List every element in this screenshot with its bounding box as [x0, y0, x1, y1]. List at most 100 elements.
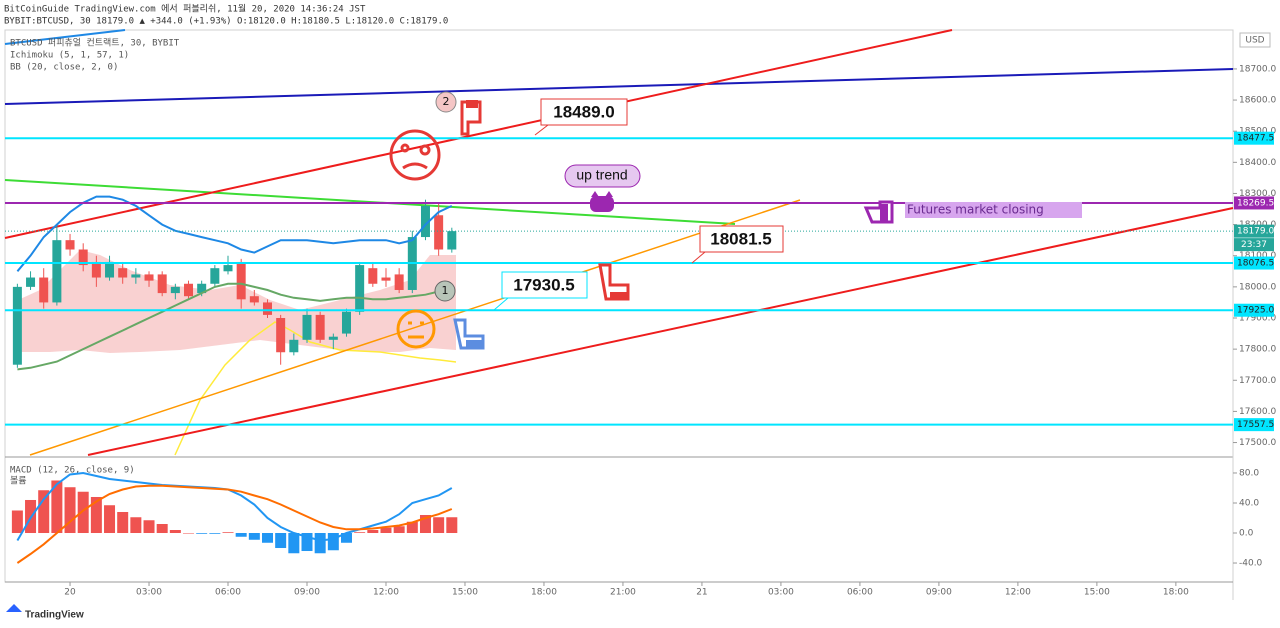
candle-body — [105, 261, 115, 278]
y-tick-label: 17700.0 — [1239, 376, 1276, 386]
callout-label: 17930.5 — [513, 275, 574, 294]
y-tick-label: 18600.0 — [1239, 96, 1276, 106]
y-tick-label: 17900.0 — [1239, 314, 1276, 324]
candle-body — [26, 277, 36, 287]
histogram-bar — [130, 517, 142, 534]
candle-body — [144, 274, 154, 281]
y-tick-label: 0.0 — [1239, 529, 1254, 539]
callout-box — [501, 271, 588, 299]
x-tick-label: 09:00 — [294, 588, 320, 598]
brand: TradingView — [25, 610, 84, 621]
legend-entry: Ichimoku (5, 1, 57, 1) — [10, 51, 129, 61]
candle-body — [78, 249, 88, 266]
note-bg — [905, 202, 1082, 218]
x-tick-label: 12:00 — [373, 588, 399, 598]
x-tick-label: 18:00 — [1163, 588, 1189, 598]
histogram-bar — [222, 532, 234, 534]
indicator-line — [16, 484, 453, 564]
histogram-bar — [117, 511, 129, 534]
candle-body — [223, 265, 233, 272]
histogram-bar — [327, 533, 339, 551]
y-tick-label: -40.0 — [1239, 559, 1263, 569]
histogram-bar — [433, 517, 445, 534]
level-label: 18269.5 — [1237, 198, 1274, 208]
x-tick-label: 06:00 — [215, 588, 241, 598]
candle-body — [118, 268, 128, 278]
level-label-box — [1234, 303, 1274, 317]
level-label: 17557.5 — [1237, 420, 1274, 430]
note-label: Futures market closing — [907, 203, 1044, 217]
indicator-line — [16, 471, 453, 542]
candle-body — [12, 286, 22, 365]
candle-body — [249, 296, 259, 303]
x-tick-label: 03:00 — [768, 588, 794, 598]
histogram-bar — [446, 517, 458, 534]
y-tick-label: 17800.0 — [1239, 345, 1276, 355]
candle-body — [328, 336, 338, 340]
legend-entry: 볼륨 — [10, 476, 27, 487]
marker-label: 1 — [442, 284, 449, 297]
histogram-bar — [169, 530, 181, 534]
level-label: 18179.0 — [1237, 227, 1274, 237]
y-tick-label: 18700.0 — [1239, 64, 1276, 74]
candle-body — [381, 277, 391, 281]
level-label-box — [1234, 196, 1274, 210]
callout-label: 18489.0 — [553, 102, 614, 121]
y-tick-label: 18500.0 — [1239, 127, 1276, 137]
currency-box — [1239, 32, 1271, 48]
y-tick-label: 17600.0 — [1239, 407, 1276, 417]
y-tick-label: 40.0 — [1239, 498, 1259, 508]
x-tick-label: 12:00 — [1005, 588, 1031, 598]
countdown-box — [1234, 238, 1274, 252]
x-tick-label: 21:00 — [610, 588, 636, 598]
x-tick-label: 03:00 — [136, 588, 162, 598]
candle-body — [420, 205, 430, 238]
histogram-bar — [354, 532, 366, 534]
y-tick-label: 18300.0 — [1239, 189, 1276, 199]
x-tick-label: 21 — [696, 588, 707, 598]
candle-body — [394, 274, 404, 290]
histogram-bar — [380, 527, 392, 534]
y-tick-label: 17500.0 — [1239, 438, 1276, 448]
annotations: 18489.0 18081.5 17930.5 up trend Futures… — [389, 91, 1082, 350]
candle-body — [368, 268, 378, 284]
histogram-bar — [367, 530, 379, 534]
histogram-bar — [11, 510, 23, 534]
candle-body — [341, 311, 351, 334]
histogram-bar — [38, 490, 50, 534]
candle-body — [289, 339, 299, 353]
candle-body — [210, 268, 220, 284]
candle-body — [170, 286, 180, 294]
legend-entry: BB (20, close, 2, 0) — [10, 63, 118, 73]
histogram-bar — [77, 491, 89, 534]
x-tick-label: 15:00 — [1084, 588, 1110, 598]
candle-body — [197, 283, 207, 294]
candle-body — [276, 318, 286, 353]
candle-body — [184, 283, 194, 297]
data-layer: 17500.0 17600.0 17700.0 17800.0 17900.0 18000… — [5, 32, 1276, 598]
histogram-bar — [235, 533, 247, 537]
callout-label: 18081.5 — [710, 229, 771, 248]
symbol-header: BYBIT:BTCUSD, 30 18179.0 ▲ +344.0 (+1.93… — [4, 17, 448, 27]
histogram-bar — [183, 533, 195, 534]
candle-body — [52, 240, 62, 303]
countdown-label: 23:37 — [1241, 240, 1267, 250]
candle-body — [302, 314, 312, 340]
histogram-bar — [393, 526, 405, 534]
level-label: 17925.0 — [1237, 306, 1274, 316]
y-tick-label: 18100.0 — [1239, 251, 1276, 261]
legend-entry: MACD (12, 26, close, 9) — [10, 466, 135, 476]
candle-body — [315, 314, 325, 340]
histogram-bar — [143, 520, 155, 534]
histogram-bar — [275, 533, 287, 549]
histogram-bar — [196, 533, 208, 534]
candle-body — [39, 277, 49, 303]
histogram-bar — [104, 505, 116, 534]
candle-body — [131, 274, 141, 278]
legend-entry: BTCUSD 퍼피츄얼 컨트랙트, 30, BYBIT — [10, 38, 180, 49]
marker-label: 2 — [443, 95, 450, 108]
candle-body — [263, 302, 273, 315]
y-tick-label: 18400.0 — [1239, 158, 1276, 168]
candle-body — [447, 231, 457, 250]
